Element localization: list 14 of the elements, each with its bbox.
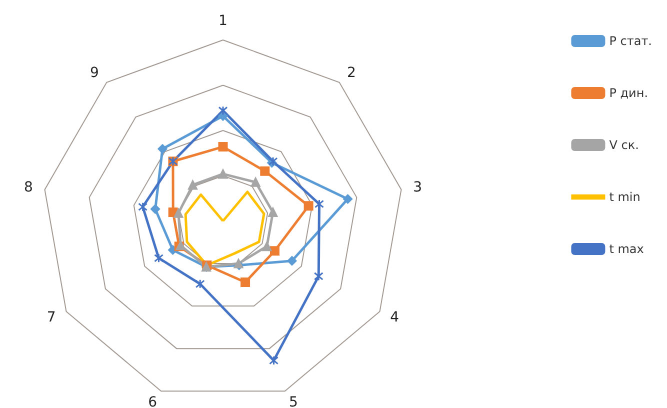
spoke-label: 9 (90, 65, 99, 82)
legend-label: P дин. (609, 86, 648, 100)
spoke-label: 8 (24, 179, 33, 196)
legend-label: P стат. (609, 34, 652, 48)
spoke-label: 6 (148, 394, 158, 408)
legend-label: t min (609, 190, 640, 204)
spoke-label: 4 (390, 310, 400, 326)
spoke-label: 3 (413, 179, 422, 196)
legend-label: t max (609, 242, 644, 256)
legend-label: V ск. (609, 138, 639, 152)
spoke-label: 1 (218, 13, 228, 29)
spoke-label: 5 (289, 394, 298, 408)
spoke-label: 7 (46, 310, 56, 326)
spoke-label: 2 (347, 65, 356, 82)
